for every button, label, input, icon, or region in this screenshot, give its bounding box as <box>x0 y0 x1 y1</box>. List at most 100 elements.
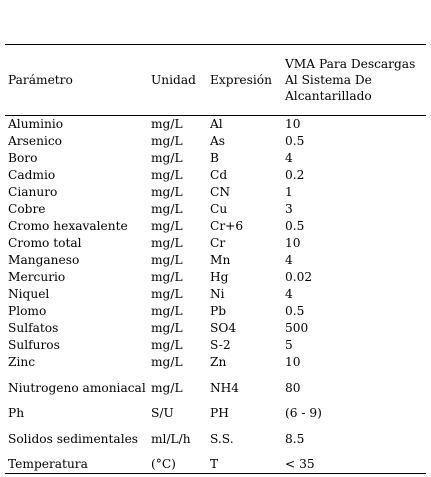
table-row: Cadmio mg/L Cd 0.2 <box>5 167 426 184</box>
cell-vma: 10 <box>285 236 301 250</box>
cell-vma: 0.2 <box>285 168 305 182</box>
header-parametro: Parámetro <box>5 44 148 116</box>
header-row: Parámetro Unidad Expresión VMA Para Desc… <box>5 44 426 116</box>
cell-unidad: mg/L <box>151 219 183 233</box>
cell-parametro: Manganeso <box>8 253 80 267</box>
cell-expresion: SO4 <box>210 321 237 335</box>
header-vma: VMA Para Descargas Al Sistema De Alcanta… <box>282 44 426 116</box>
cell-expresion: Zn <box>210 355 227 369</box>
cell-parametro: Niutrogeno amoniacal <box>8 381 146 395</box>
table-row: Cromo total mg/L Cr 10 <box>5 235 426 252</box>
cell-unidad: mg/L <box>151 168 183 182</box>
table-row: Solidos sedimentales ml/L/h S.S. 8.5 <box>5 422 426 456</box>
table-row: Manganeso mg/L Mn 4 <box>5 252 426 269</box>
cell-expresion: Cu <box>210 202 228 216</box>
cell-expresion: Cr+6 <box>210 219 244 233</box>
cell-expresion: T <box>207 456 282 474</box>
table-row: Arsenico mg/L As 0.5 <box>5 133 426 150</box>
table-body: Aluminio mg/L Al 10 Arsenico mg/L As 0.5… <box>5 116 426 474</box>
cell-vma: (6 - 9) <box>285 406 322 420</box>
table-row: Ph S/U PH (6 - 9) <box>5 405 426 422</box>
cell-parametro: Solidos sedimentales <box>8 432 139 446</box>
cell-vma: 1 <box>285 185 293 199</box>
cell-parametro: Boro <box>8 151 38 165</box>
table-row: Niutrogeno amoniacal mg/L NH4 80 <box>5 371 426 405</box>
cell-unidad: mg/L <box>151 304 183 318</box>
cell-vma: 4 <box>285 151 293 165</box>
cell-vma: 0.5 <box>285 304 305 318</box>
cell-expresion: Hg <box>210 270 229 284</box>
cell-unidad: mg/L <box>151 380 183 395</box>
cell-parametro: Cobre <box>8 202 46 216</box>
cell-expresion: S-2 <box>210 338 231 352</box>
cell-unidad: S/U <box>151 406 174 420</box>
cell-vma: 4 <box>285 253 293 267</box>
header-unidad: Unidad <box>148 44 207 116</box>
table-row: Plomo mg/L Pb 0.5 <box>5 303 426 320</box>
cell-unidad: mg/L <box>151 117 183 131</box>
cell-expresion: NH4 <box>210 380 240 395</box>
cell-parametro: Zinc <box>8 355 36 369</box>
cell-parametro: Cianuro <box>8 185 58 199</box>
cell-expresion: CN <box>210 185 230 199</box>
cell-parametro: Plomo <box>8 304 47 318</box>
cell-expresion: PH <box>210 406 229 420</box>
cell-vma: 3 <box>285 202 293 216</box>
vma-parameters-table: Parámetro Unidad Expresión VMA Para Desc… <box>5 44 426 474</box>
cell-expresion: Cd <box>210 168 228 182</box>
cell-unidad: (°C) <box>148 456 207 474</box>
cell-parametro: Cadmio <box>8 168 56 182</box>
cell-parametro: Arsenico <box>8 134 63 148</box>
cell-unidad: mg/L <box>151 253 183 267</box>
cell-expresion: Ni <box>210 287 225 301</box>
cell-unidad: mg/L <box>151 355 183 369</box>
cell-unidad: mg/L <box>151 338 183 352</box>
table-header: Parámetro Unidad Expresión VMA Para Desc… <box>5 44 426 116</box>
cell-vma: 8.5 <box>285 431 305 446</box>
cell-parametro: Cromo hexavalente <box>8 219 128 233</box>
table-row: Niquel mg/L Ni 4 <box>5 286 426 303</box>
cell-vma: < 35 <box>282 456 426 474</box>
table-row: Cobre mg/L Cu 3 <box>5 201 426 218</box>
cell-expresion: Cr <box>210 236 226 250</box>
cell-unidad: mg/L <box>151 270 183 284</box>
table-row: Cromo hexavalente mg/L Cr+6 0.5 <box>5 218 426 235</box>
cell-expresion: S.S. <box>210 431 234 446</box>
cell-unidad: mg/L <box>151 185 183 199</box>
cell-parametro: Niquel <box>8 287 50 301</box>
cell-vma: 500 <box>285 321 309 335</box>
cell-unidad: mg/L <box>151 134 183 148</box>
table-row: Temperatura (°C) T < 35 <box>5 456 426 474</box>
cell-expresion: Mn <box>210 253 231 267</box>
cell-vma: 10 <box>285 117 301 131</box>
cell-expresion: Pb <box>210 304 227 318</box>
cell-vma: 0.02 <box>285 270 313 284</box>
cell-vma: 4 <box>285 287 293 301</box>
cell-unidad: mg/L <box>151 287 183 301</box>
header-expresion: Expresión <box>207 44 282 116</box>
cell-vma: 0.5 <box>285 219 305 233</box>
cell-parametro: Cromo total <box>8 236 82 250</box>
table-row: Cianuro mg/L CN 1 <box>5 184 426 201</box>
cell-vma: 5 <box>285 338 293 352</box>
cell-parametro: Temperatura <box>5 456 148 474</box>
table-row: Sulfuros mg/L S-2 5 <box>5 337 426 354</box>
cell-parametro: Aluminio <box>8 117 64 131</box>
table-row: Zinc mg/L Zn 10 <box>5 354 426 371</box>
cell-unidad: mg/L <box>151 236 183 250</box>
cell-parametro: Ph <box>8 406 25 420</box>
cell-expresion: As <box>210 134 226 148</box>
cell-vma: 10 <box>285 355 301 369</box>
cell-expresion: Al <box>210 117 223 131</box>
cell-parametro: Sulfuros <box>8 338 60 352</box>
table-row: Boro mg/L B 4 <box>5 150 426 167</box>
table-row: Sulfatos mg/L SO4 500 <box>5 320 426 337</box>
table-row: Aluminio mg/L Al 10 <box>5 116 426 134</box>
cell-vma: 80 <box>285 380 301 395</box>
cell-parametro: Sulfatos <box>8 321 59 335</box>
cell-unidad: mg/L <box>151 202 183 216</box>
cell-vma: 0.5 <box>285 134 305 148</box>
cell-unidad: mg/L <box>151 151 183 165</box>
cell-parametro: Mercurio <box>8 270 66 284</box>
cell-expresion: B <box>210 151 219 165</box>
